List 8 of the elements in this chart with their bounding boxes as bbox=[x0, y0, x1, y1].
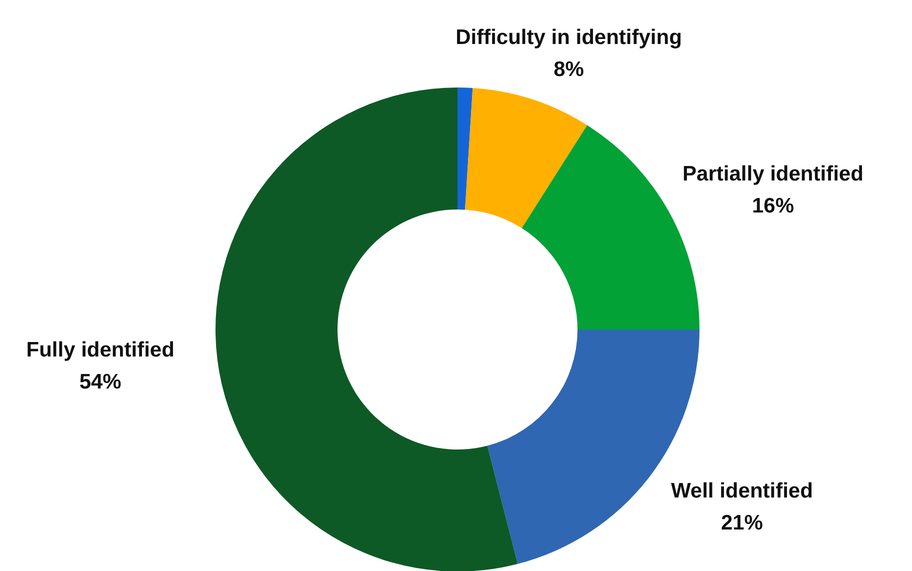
slice-label: Well identified bbox=[670, 480, 813, 503]
data-label: 21% bbox=[720, 512, 764, 535]
slice-label: Partially identified bbox=[682, 162, 864, 186]
slice-label: Fully identified bbox=[26, 338, 174, 362]
slice-label: Difficulty in identifying bbox=[456, 26, 682, 50]
data-label: 16% bbox=[752, 194, 794, 218]
data-label: 8% bbox=[554, 58, 584, 82]
data-label: 54% bbox=[79, 370, 122, 394]
